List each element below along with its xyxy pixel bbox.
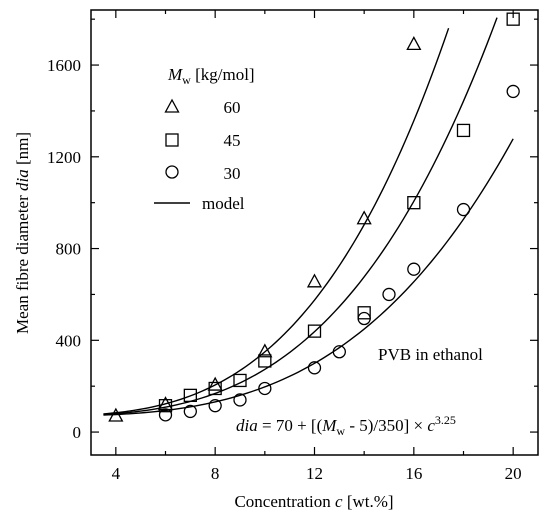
y-tick-label: 1200: [47, 148, 81, 167]
legend-marker-triangle: [164, 98, 180, 113]
x-tick-label: 20: [505, 464, 522, 483]
y-tick-label: 800: [56, 240, 82, 259]
legend-title: Mw [kg/mol]: [167, 65, 255, 87]
y-axis-label: Mean fibre diameter dia [nm]: [13, 132, 32, 334]
model-curve-30: [103, 138, 514, 416]
point-mw-45: [208, 381, 222, 396]
point-mw-60: [257, 343, 273, 358]
point-mw-30: [258, 381, 272, 396]
point-mw-60: [157, 396, 174, 411]
point-mw-30: [233, 393, 247, 407]
point-mw-60: [207, 376, 223, 391]
point-mw-45: [258, 354, 272, 368]
legend-label-30: 30: [224, 164, 241, 183]
point-mw-30: [382, 287, 396, 302]
y-tick-label: 0: [73, 423, 82, 442]
point-mw-45: [183, 388, 197, 403]
point-mw-60: [306, 273, 323, 288]
point-mw-60: [406, 36, 422, 51]
point-mw-45: [407, 196, 421, 210]
point-mw-30: [307, 361, 322, 375]
legend-marker-square: [165, 133, 179, 147]
x-tick-label: 4: [112, 464, 121, 483]
point-mw-30: [332, 345, 346, 359]
x-tick-label: 8: [211, 464, 220, 483]
point-mw-45: [357, 306, 371, 320]
point-mw-30: [158, 408, 173, 422]
x-tick-label: 12: [306, 464, 323, 483]
legend-marker-circle: [165, 165, 179, 179]
point-mw-45: [456, 123, 471, 138]
y-tick-label: 1600: [47, 56, 81, 75]
annotation-pvb: PVB in ethanol: [378, 345, 483, 364]
y-tick-label: 400: [56, 331, 82, 350]
annotation-equation: dia = 70 + [(Mw - 5)/350] × c3.25: [236, 413, 456, 438]
point-mw-30: [357, 311, 371, 326]
x-tick-label: 16: [405, 464, 422, 483]
point-mw-60: [356, 210, 372, 225]
point-mw-45: [307, 324, 322, 338]
axis-ticks: 4 8 12 16 20 0 400 800 1200 1600: [47, 10, 538, 483]
point-mw-30: [208, 399, 222, 413]
point-mw-60: [108, 407, 124, 422]
point-mw-45: [233, 373, 247, 388]
model-curve-45: [103, 17, 498, 416]
x-axis-label: Concentration c [wt.%]: [234, 492, 393, 511]
point-mw-30: [506, 84, 520, 99]
plot-frame: [90, 9, 539, 456]
legend: Mw [kg/mol] 60 45 30 model: [154, 65, 255, 213]
point-mw-30: [407, 262, 421, 276]
point-mw-45: [158, 399, 173, 413]
legend-label-60: 60: [224, 98, 241, 117]
point-mw-30: [456, 202, 471, 217]
legend-label-45: 45: [224, 131, 241, 150]
legend-label-model: model: [202, 194, 245, 213]
point-mw-30: [183, 404, 197, 419]
